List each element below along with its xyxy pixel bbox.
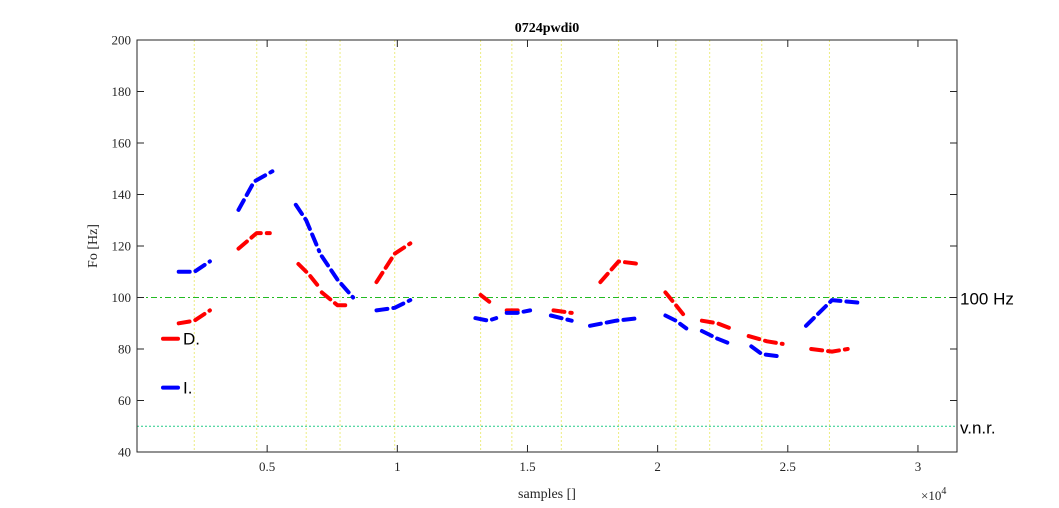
series-1-segment-2: [293, 202, 322, 254]
series-0-segment-4: [374, 241, 413, 285]
x-tick-label-1: 1: [394, 459, 401, 474]
y-tick-label-2: 80: [118, 342, 131, 357]
series-0-segment-11: [746, 334, 785, 346]
series-0-segment-9: [663, 290, 689, 321]
chart-title: 0724pwdi0: [515, 21, 580, 36]
data-series: [176, 169, 861, 359]
series-1-segment-5: [473, 316, 499, 323]
series-1-segment-0: [176, 259, 212, 274]
x-tick-label-3: 2: [654, 459, 661, 474]
legend-label-0: D.: [183, 330, 200, 349]
y-tick-label-5: 140: [112, 187, 132, 202]
series-0-segment-0: [176, 308, 212, 326]
series-1-segment-6: [504, 308, 533, 315]
reference-lines: 100 Hz v.n.r.: [137, 290, 1014, 437]
y-tick-label-4: 120: [112, 239, 132, 254]
series-0-segment-7: [551, 308, 574, 315]
series-0-segment-3: [319, 290, 353, 308]
y-tick-label-6: 160: [112, 136, 132, 151]
legend: D. I.: [161, 330, 200, 398]
series-0-segment-10: [699, 318, 733, 331]
series-1-segment-1: [236, 169, 275, 212]
y-axis-ticks: 40 60 80 100 120 140 160 180 200: [112, 33, 957, 460]
series-0-segment-1: [236, 231, 272, 251]
reference-line-label-1: v.n.r.: [960, 418, 996, 437]
x-tick-label-0: 0.5: [259, 459, 275, 474]
series-0-segment-5: [478, 292, 496, 308]
x-axis-label: samples []: [518, 487, 576, 502]
reference-line-label-0: 100 Hz: [960, 290, 1014, 309]
series-1-segment-7: [548, 313, 574, 323]
x-axis-ticks: 0.5 1 1.5 2 2.5 3: [259, 40, 921, 474]
y-axis-label: Fo [Hz]: [86, 224, 101, 268]
y-tick-label-8: 200: [112, 33, 132, 48]
x-axis-exponent-power: 4: [941, 486, 946, 497]
series-1-segment-4: [374, 298, 413, 313]
series-1-segment-11: [749, 344, 785, 359]
y-tick-label-3: 100: [112, 290, 132, 305]
series-1-segment-12: [804, 298, 861, 328]
series-0-segment-8: [598, 259, 642, 285]
y-tick-label-1: 60: [118, 393, 131, 408]
series-1-segment-3: [319, 254, 356, 300]
x-axis-exponent-base: ×10: [921, 488, 941, 503]
x-axis-exponent: ×104: [921, 486, 946, 503]
segment-boundaries: [193, 40, 830, 452]
x-tick-label-4: 2.5: [780, 459, 796, 474]
plot-area: [137, 40, 957, 452]
x-tick-label-2: 1.5: [519, 459, 535, 474]
series-0-segment-12: [809, 347, 850, 354]
legend-label-1: I.: [183, 379, 192, 398]
series-0-segment-2: [296, 262, 322, 290]
y-tick-label-0: 40: [118, 445, 131, 460]
series-1-segment-10: [699, 329, 733, 346]
y-tick-label-7: 180: [112, 84, 132, 99]
series-1-segment-8: [588, 316, 642, 328]
x-tick-label-5: 3: [915, 459, 922, 474]
series-1-segment-9: [663, 313, 689, 331]
